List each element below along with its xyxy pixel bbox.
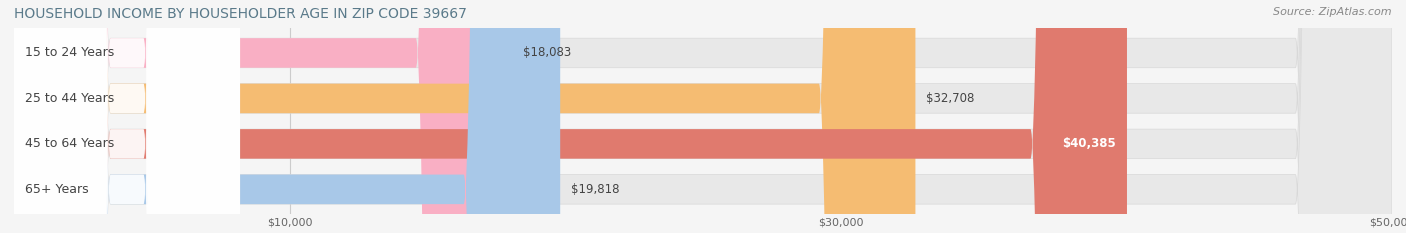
- Text: 45 to 64 Years: 45 to 64 Years: [25, 137, 114, 150]
- FancyBboxPatch shape: [14, 0, 240, 233]
- FancyBboxPatch shape: [14, 0, 240, 233]
- FancyBboxPatch shape: [14, 0, 1392, 233]
- Text: 15 to 24 Years: 15 to 24 Years: [25, 46, 114, 59]
- FancyBboxPatch shape: [14, 0, 560, 233]
- FancyBboxPatch shape: [14, 0, 1392, 233]
- Text: $19,818: $19,818: [571, 183, 620, 196]
- FancyBboxPatch shape: [14, 0, 1392, 233]
- Text: $40,385: $40,385: [1062, 137, 1116, 150]
- Text: $18,083: $18,083: [523, 46, 572, 59]
- Text: HOUSEHOLD INCOME BY HOUSEHOLDER AGE IN ZIP CODE 39667: HOUSEHOLD INCOME BY HOUSEHOLDER AGE IN Z…: [14, 7, 467, 21]
- Text: 25 to 44 Years: 25 to 44 Years: [25, 92, 114, 105]
- FancyBboxPatch shape: [14, 0, 240, 233]
- Text: Source: ZipAtlas.com: Source: ZipAtlas.com: [1274, 7, 1392, 17]
- FancyBboxPatch shape: [14, 0, 915, 233]
- FancyBboxPatch shape: [14, 0, 240, 233]
- Text: $32,708: $32,708: [927, 92, 974, 105]
- FancyBboxPatch shape: [14, 0, 512, 233]
- FancyBboxPatch shape: [14, 0, 1392, 233]
- FancyBboxPatch shape: [14, 0, 1128, 233]
- Text: 65+ Years: 65+ Years: [25, 183, 89, 196]
